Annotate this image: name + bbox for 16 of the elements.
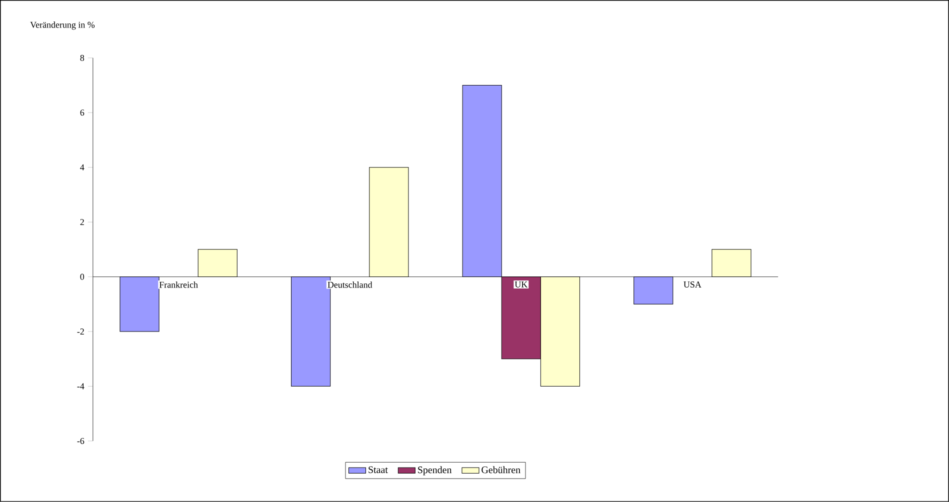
x-tick-label: UK [514,282,528,288]
y-tick-label: 6 [80,110,84,116]
x-tick-label: USA [684,282,702,288]
legend-label: Staat [368,466,388,474]
y-tick-label: 8 [80,54,84,61]
y-tick-label: -4 [77,383,84,390]
y-tick-label: 4 [80,164,84,170]
legend-label: Spenden [418,466,452,476]
x-tick-label: Deutschland [328,282,372,288]
x-tick-label: Frankreich [159,282,198,288]
y-tick-label: 0 [80,274,84,280]
y-tick-label: -6 [77,438,84,444]
y-tick-label: -2 [77,328,84,335]
y-axis-title: Veränderung in % [30,22,95,30]
y-tick-label: 2 [80,219,84,226]
legend-label: Gebühren [482,466,520,474]
